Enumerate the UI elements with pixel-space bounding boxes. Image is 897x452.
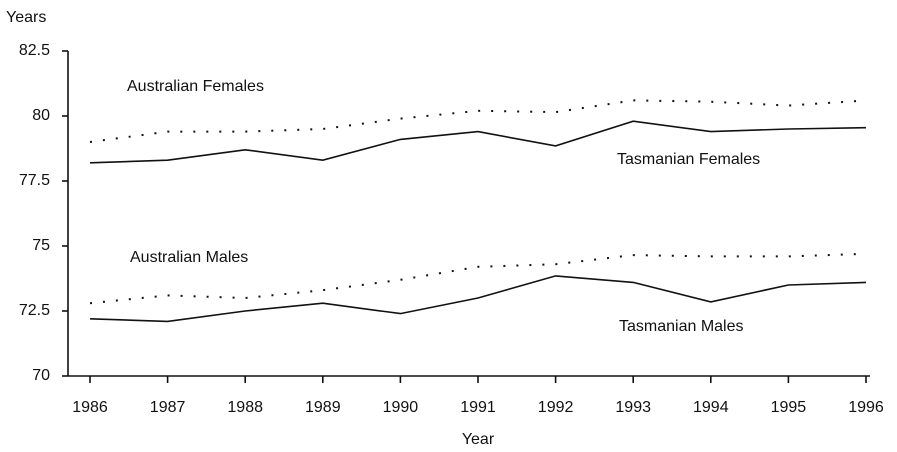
x-tick-label: 1990 bbox=[383, 399, 419, 416]
x-tick-label: 1986 bbox=[72, 399, 108, 416]
y-tick-label: 82.5 bbox=[19, 42, 50, 59]
x-axis-label: Year bbox=[462, 431, 495, 448]
series-label: Tasmanian Females bbox=[617, 151, 760, 168]
x-tick-label: 1993 bbox=[615, 399, 651, 416]
x-tick-label: 1991 bbox=[460, 399, 496, 416]
x-tick-label: 1987 bbox=[150, 399, 186, 416]
y-tick-label: 72.5 bbox=[19, 302, 50, 319]
series-line bbox=[89, 120, 867, 164]
series-line bbox=[89, 275, 867, 323]
y-tick-label: 75 bbox=[32, 237, 50, 254]
x-tick-label: 1996 bbox=[848, 399, 884, 416]
y-tick-label: 77.5 bbox=[19, 172, 50, 189]
x-tick-label: 1995 bbox=[771, 399, 807, 416]
x-tick-label: 1994 bbox=[693, 399, 729, 416]
x-tick-label: 1992 bbox=[538, 399, 574, 416]
series-label: Australian Males bbox=[130, 249, 248, 266]
series-label: Tasmanian Males bbox=[619, 318, 744, 335]
series-line bbox=[89, 99, 867, 143]
y-tick-label: 70 bbox=[32, 367, 50, 384]
series-label: Australian Females bbox=[127, 78, 264, 95]
x-tick-label: 1988 bbox=[227, 399, 263, 416]
y-tick-label: 80 bbox=[32, 107, 50, 124]
x-tick-label: 1989 bbox=[305, 399, 341, 416]
series-line bbox=[89, 252, 867, 305]
y-axis-label: Years bbox=[6, 9, 46, 26]
